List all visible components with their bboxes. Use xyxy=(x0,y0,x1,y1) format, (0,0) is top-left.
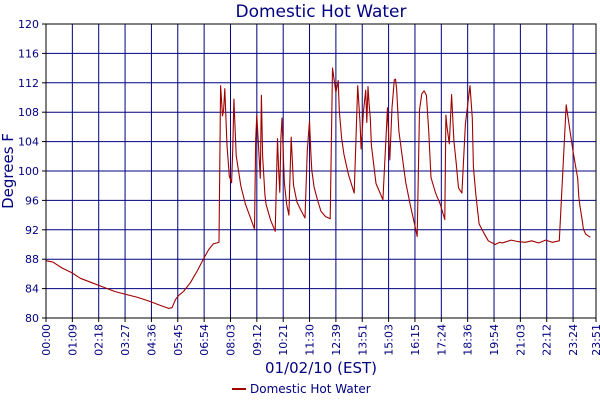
y-tick-label: 84 xyxy=(25,283,39,296)
y-tick-label: 104 xyxy=(18,136,39,149)
y-axis-ticks: 80 84 88 92 96 100 104 108 112 116 120 xyxy=(18,18,46,325)
x-tick-label: 21:03 xyxy=(514,324,527,356)
x-tick-label: 13:51 xyxy=(356,324,369,356)
y-tick-label: 92 xyxy=(25,224,39,237)
series-line-domestic-hot-water xyxy=(45,67,591,309)
x-tick-label: 23:51 xyxy=(590,324,600,356)
series-layer xyxy=(45,67,591,309)
x-tick-label: 08:03 xyxy=(224,324,237,356)
y-tick-label: 120 xyxy=(18,18,39,31)
y-tick-label: 112 xyxy=(18,77,39,90)
y-tick-label: 80 xyxy=(25,312,39,325)
x-tick-label: 06:54 xyxy=(198,324,211,356)
x-tick-label: 11:30 xyxy=(304,324,317,356)
x-tick-label: 18:36 xyxy=(462,324,475,356)
legend: Domestic Hot Water xyxy=(232,382,371,396)
x-axis-ticks: 00:00 01:09 02:18 03:27 04:36 05:45 06:54 08:03… xyxy=(40,318,600,356)
x-tick-label: 12:39 xyxy=(330,324,343,356)
x-tick-label: 16:15 xyxy=(409,324,422,356)
x-tick-label: 22:12 xyxy=(541,324,554,356)
grid-lines xyxy=(46,23,596,319)
y-tick-label: 116 xyxy=(18,47,39,60)
x-tick-label: 01:09 xyxy=(66,324,79,356)
x-tick-label: 02:18 xyxy=(93,324,106,356)
x-tick-label: 00:00 xyxy=(40,324,53,356)
legend-label: Domestic Hot Water xyxy=(250,382,371,396)
x-tick-label: 23:24 xyxy=(567,324,580,356)
y-tick-label: 108 xyxy=(18,106,39,119)
x-tick-label: 17:24 xyxy=(435,324,448,356)
x-tick-label: 04:36 xyxy=(145,324,158,356)
x-tick-label: 03:27 xyxy=(119,324,132,356)
x-tick-label: 19:54 xyxy=(488,324,501,356)
x-tick-label: 10:21 xyxy=(277,324,290,356)
x-tick-label: 05:45 xyxy=(172,324,185,356)
y-tick-label: 100 xyxy=(18,165,39,178)
y-tick-label: 88 xyxy=(25,253,39,266)
y-tick-label: 96 xyxy=(25,194,39,207)
chart-title: Domestic Hot Water xyxy=(235,2,406,22)
x-tick-label: 09:12 xyxy=(251,324,264,356)
y-axis-label: Degrees F xyxy=(0,133,17,209)
x-tick-label: 15:03 xyxy=(383,324,396,356)
x-axis-label: 01/02/10 (EST) xyxy=(265,359,377,377)
